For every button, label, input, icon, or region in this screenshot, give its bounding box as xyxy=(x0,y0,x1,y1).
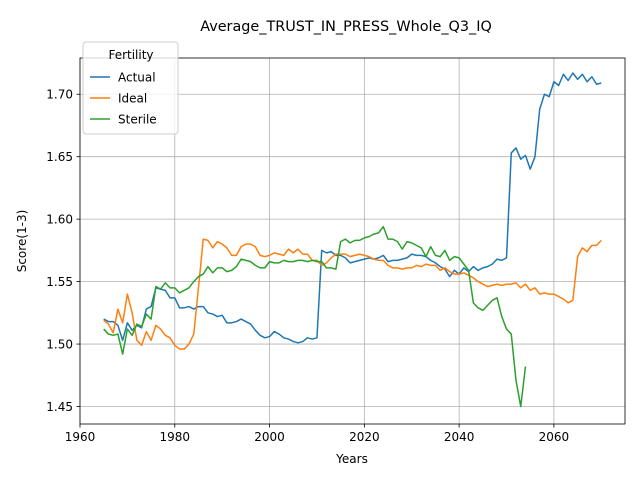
legend-title: Fertility xyxy=(108,48,153,62)
chart-title: Average_TRUST_IN_PRESS_Whole_Q3_IQ xyxy=(200,19,492,35)
x-tick-label: 2020 xyxy=(349,430,380,444)
x-tick-label: 2000 xyxy=(254,430,285,444)
y-tick-label: 1.70 xyxy=(46,88,73,102)
series-line-ideal xyxy=(103,238,602,350)
y-axis-label: Score(1-3) xyxy=(15,210,29,273)
y-tick-label: 1.45 xyxy=(46,400,73,414)
y-tick-label: 1.55 xyxy=(46,275,73,289)
legend: Fertility Actual Ideal Sterile xyxy=(82,41,179,135)
x-axis: 1960 1980 2000 2020 2040 2060 xyxy=(65,424,569,444)
plot-lines xyxy=(103,72,602,408)
series-line-actual xyxy=(103,72,602,344)
y-axis: 1.45 1.50 1.55 1.60 1.65 1.70 xyxy=(46,88,80,414)
legend-box xyxy=(82,41,179,135)
x-axis-label: Years xyxy=(335,452,368,466)
legend-label-ideal: Ideal xyxy=(118,91,147,105)
x-tick-label: 1980 xyxy=(160,430,191,444)
legend-label-sterile: Sterile xyxy=(118,112,157,126)
y-tick-label: 1.50 xyxy=(46,337,73,351)
series-line-sterile xyxy=(103,225,527,408)
y-tick-label: 1.60 xyxy=(46,212,73,226)
legend-label-actual: Actual xyxy=(118,70,156,84)
x-tick-label: 2060 xyxy=(539,430,570,444)
y-tick-label: 1.65 xyxy=(46,150,73,164)
x-tick-label: 2040 xyxy=(444,430,475,444)
plot-frame xyxy=(79,57,626,425)
x-tick-label: 1960 xyxy=(65,430,96,444)
